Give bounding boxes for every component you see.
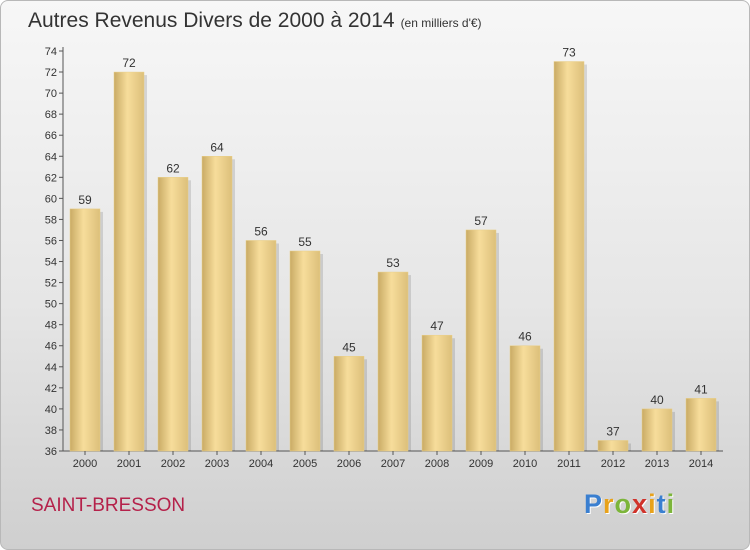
y-tick-label: 48 xyxy=(45,320,57,332)
y-tick-label: 62 xyxy=(45,172,57,184)
x-tick-label: 2011 xyxy=(557,458,581,470)
y-tick-label: 72 xyxy=(45,67,57,79)
data-label: 59 xyxy=(78,193,92,207)
x-tick-label: 2007 xyxy=(381,458,405,470)
bar xyxy=(377,271,409,452)
proxiti-logo: Proxiti xyxy=(584,489,676,519)
data-label: 53 xyxy=(386,256,400,270)
x-tick-label: 2014 xyxy=(689,458,713,470)
x-tick-label: 2008 xyxy=(425,458,449,470)
x-tick-label: 2001 xyxy=(117,458,141,470)
bar xyxy=(553,61,585,452)
x-tick-label: 2003 xyxy=(205,458,229,470)
bar xyxy=(465,229,497,452)
bar xyxy=(641,408,673,452)
bar xyxy=(509,345,541,452)
y-tick-label: 58 xyxy=(45,214,57,226)
y-tick-label: 70 xyxy=(45,88,57,100)
y-tick-label: 66 xyxy=(45,130,57,142)
data-label: 55 xyxy=(298,235,312,249)
x-tick-label: 2013 xyxy=(645,458,669,470)
x-tick-label: 2004 xyxy=(249,458,273,470)
data-label: 57 xyxy=(474,214,488,228)
data-label: 46 xyxy=(518,330,532,344)
x-tick-label: 2012 xyxy=(601,458,625,470)
data-label: 40 xyxy=(650,393,664,407)
data-label: 45 xyxy=(342,340,356,354)
data-label: 73 xyxy=(562,46,576,60)
commune-name: SAINT-BRESSON xyxy=(31,495,186,516)
bar xyxy=(69,208,101,452)
y-tick-label: 74 xyxy=(45,46,57,58)
chart-title: Autres Revenus Divers de 2000 à 2014 (en … xyxy=(28,9,482,33)
bar xyxy=(597,440,629,452)
y-tick-label: 36 xyxy=(45,446,57,458)
bar xyxy=(289,250,321,452)
bar xyxy=(157,177,189,452)
title-unit: (en milliers d'€) xyxy=(400,16,482,30)
data-label: 41 xyxy=(694,382,708,396)
data-label: 56 xyxy=(254,224,268,238)
bar xyxy=(245,240,277,452)
x-tick-label: 2010 xyxy=(513,458,537,470)
data-label: 47 xyxy=(430,319,444,333)
x-tick-label: 2009 xyxy=(469,458,493,470)
y-tick-label: 38 xyxy=(45,425,57,437)
data-label: 64 xyxy=(210,140,224,154)
y-tick-label: 60 xyxy=(45,193,57,205)
y-tick-label: 40 xyxy=(45,404,57,416)
data-label: 62 xyxy=(166,161,180,175)
bar xyxy=(333,356,365,452)
y-tick-label: 54 xyxy=(45,257,57,269)
title-text: Autres Revenus Divers de 2000 à 2014 xyxy=(28,9,395,32)
y-tick-label: 42 xyxy=(45,383,57,395)
y-tick-label: 68 xyxy=(45,109,57,121)
bar xyxy=(113,71,145,452)
data-label: 37 xyxy=(606,424,620,438)
bar xyxy=(201,156,233,452)
x-tick-label: 2005 xyxy=(293,458,317,470)
y-tick-label: 44 xyxy=(45,362,57,374)
y-tick-label: 46 xyxy=(45,341,57,353)
data-label: 72 xyxy=(122,56,136,70)
x-tick-label: 2006 xyxy=(337,458,361,470)
x-tick-label: 2000 xyxy=(73,458,97,470)
y-tick-label: 52 xyxy=(45,278,57,290)
y-tick-label: 64 xyxy=(45,151,57,163)
bar xyxy=(421,334,453,452)
bar xyxy=(685,398,717,452)
x-tick-label: 2002 xyxy=(161,458,185,470)
y-tick-label: 56 xyxy=(45,235,57,247)
y-tick-label: 50 xyxy=(45,299,57,311)
